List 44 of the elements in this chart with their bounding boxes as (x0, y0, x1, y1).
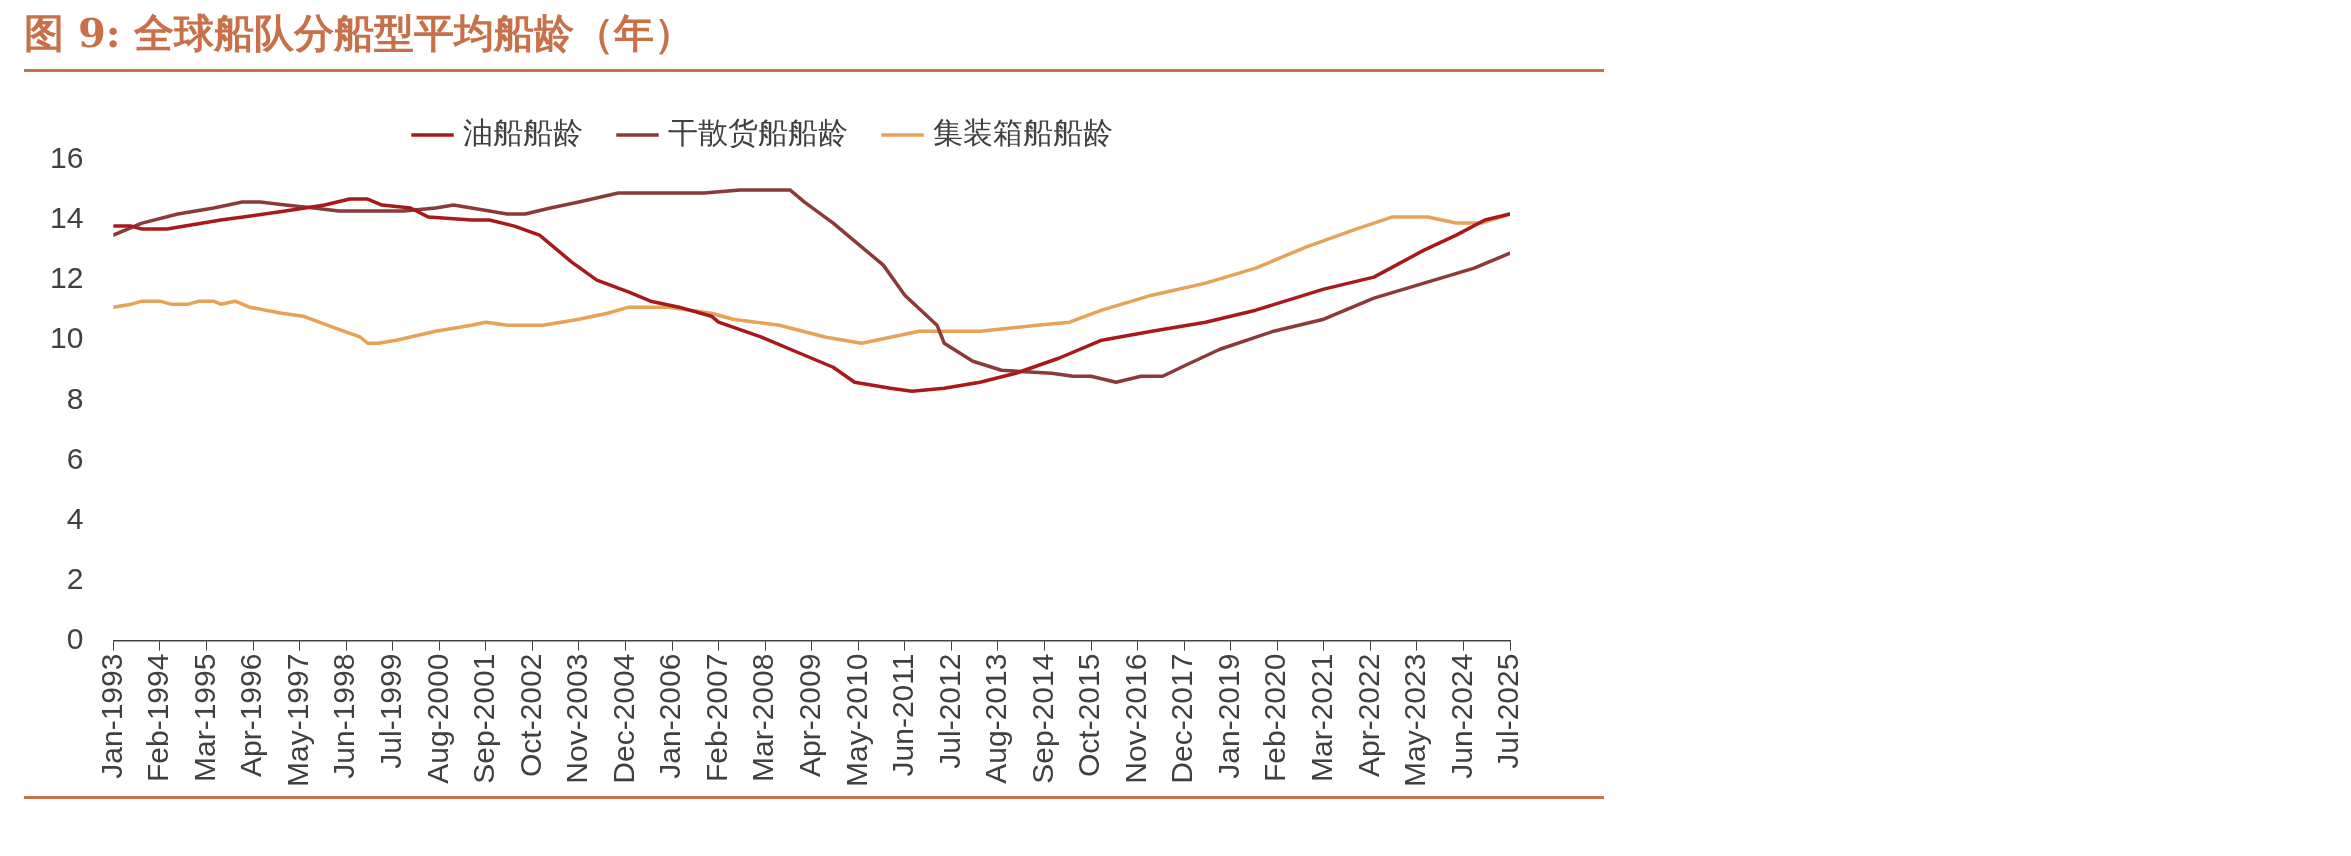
x-tick-label: Jun-2011 (886, 653, 920, 777)
x-tick-label: Sep-2014 (1025, 653, 1059, 784)
x-tick-label: Nov-2016 (1118, 653, 1152, 784)
legend-label: 干散货船船龄 (667, 116, 848, 150)
x-tick-label: Sep-2001 (467, 653, 501, 784)
x-tick-label: Jan-2019 (1211, 653, 1245, 779)
legend-label: 油船船龄 (462, 116, 583, 150)
x-tick-label: Jun-2024 (1444, 653, 1478, 779)
legend-label: 集装箱船船龄 (932, 116, 1113, 150)
x-tick-label: Mar-2021 (1305, 653, 1339, 782)
x-tick-label: Feb-2007 (699, 653, 733, 783)
y-tick-label: 8 (66, 381, 84, 415)
x-tick-label: Apr-2009 (792, 653, 826, 778)
x-tick-label: May-1997 (280, 653, 314, 787)
y-tick-label: 2 (66, 561, 84, 595)
x-tick-label: Aug-2000 (420, 653, 454, 784)
y-tick-label: 14 (49, 201, 84, 235)
x-tick-label: Dec-2017 (1165, 653, 1199, 784)
x-tick-label: Apr-1996 (234, 653, 268, 778)
x-tick-label: Nov-2003 (560, 653, 594, 784)
x-tick-label: Jul-2012 (932, 653, 966, 769)
x-tick-label: Dec-2004 (606, 653, 640, 784)
x-tick-label: Apr-2022 (1351, 653, 1385, 778)
x-tick-label: May-2010 (839, 653, 873, 787)
y-tick-label: 10 (49, 321, 84, 355)
x-tick-label: Jun-1998 (327, 653, 361, 779)
x-tick-label: Jul-1999 (373, 653, 407, 769)
x-tick-label: Oct-2015 (1072, 653, 1106, 777)
x-tick-label: Jul-2025 (1491, 653, 1525, 769)
x-tick-label: May-2023 (1398, 653, 1432, 787)
x-tick-label: Oct-2002 (513, 653, 547, 777)
x-tick-label: Feb-2020 (1258, 653, 1292, 783)
y-tick-label: 6 (66, 441, 84, 475)
y-tick-label: 4 (66, 501, 84, 535)
y-tick-label: 16 (49, 141, 84, 175)
y-tick-label: 12 (49, 261, 84, 295)
x-tick-label: Jan-2006 (653, 653, 687, 779)
x-tick-label: Jan-1993 (94, 653, 128, 779)
x-tick-label: Mar-2008 (746, 653, 780, 782)
x-tick-label: Mar-1995 (187, 653, 221, 782)
chart-title: 图 9: 全球船队分船型平均船龄（年） (24, 6, 1604, 72)
x-tick-label: Feb-1994 (141, 653, 175, 783)
y-tick-label: 0 (66, 621, 84, 655)
x-tick-label: Aug-2013 (979, 653, 1013, 784)
